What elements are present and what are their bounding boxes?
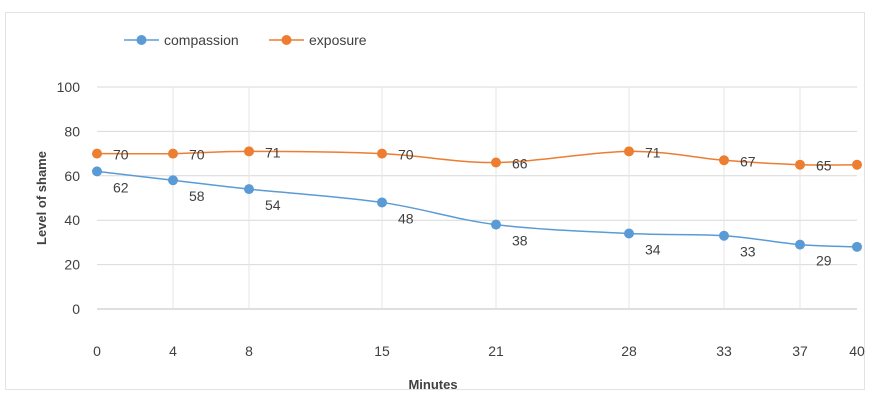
- data-label-exposure: 71: [265, 144, 281, 160]
- data-point-exposure: [92, 148, 102, 159]
- legend-marker-compassion: [136, 35, 147, 45]
- data-point-compassion: [92, 166, 102, 177]
- data-label-exposure: 70: [398, 147, 414, 163]
- series-layer: [92, 146, 862, 252]
- x-axis-ticks: 0 4 8 15 21 28 33 37 40: [93, 343, 865, 359]
- data-point-compassion: [244, 184, 254, 195]
- data-point-compassion: [377, 197, 387, 208]
- data-label-exposure: 65: [816, 158, 832, 174]
- series-line-compassion: [96, 170, 858, 248]
- data-label-exposure: 71: [645, 144, 661, 160]
- data-label-compassion: 34: [645, 242, 661, 258]
- legend: compassion exposure: [124, 32, 367, 48]
- legend-label-exposure: exposure: [309, 32, 367, 48]
- x-tick-label: 21: [488, 343, 504, 359]
- data-point-exposure: [377, 148, 387, 159]
- data-point-exposure: [852, 159, 862, 170]
- data-point-exposure: [719, 155, 729, 166]
- legend-marker-exposure: [281, 35, 292, 45]
- chart-frame: [5, 12, 865, 390]
- data-point-compassion: [852, 241, 862, 252]
- x-tick-label: 37: [792, 343, 808, 359]
- data-point-exposure: [244, 146, 254, 157]
- gridlines: [97, 86, 857, 310]
- data-point-compassion: [491, 219, 501, 230]
- data-label-exposure: 70: [113, 147, 129, 163]
- data-label-compassion: 29: [816, 253, 832, 269]
- data-labels: 625854483834332928707071706671676565: [113, 144, 832, 269]
- x-tick-label: 8: [245, 343, 253, 359]
- data-label-compassion: 58: [189, 188, 205, 204]
- data-point-exposure: [168, 148, 178, 159]
- data-label-exposure: 67: [740, 153, 756, 169]
- y-tick-label: 0: [72, 301, 80, 317]
- x-tick-label: 15: [374, 343, 390, 359]
- data-point-exposure: [795, 159, 805, 170]
- y-axis-title: Level of shame: [34, 151, 49, 245]
- data-point-exposure: [624, 146, 634, 157]
- x-tick-label: 33: [716, 343, 732, 359]
- x-tick-label: 4: [169, 343, 177, 359]
- legend-label-compassion: compassion: [164, 32, 239, 48]
- y-tick-label: 40: [64, 212, 80, 228]
- y-tick-label: 80: [64, 123, 80, 139]
- y-tick-label: 100: [57, 79, 81, 95]
- data-label-compassion: 48: [398, 210, 414, 226]
- y-axis-ticks: 0 20 40 60 80 100: [57, 79, 81, 317]
- data-point-compassion: [795, 239, 805, 250]
- data-label-compassion: 38: [512, 233, 528, 249]
- x-tick-label: 0: [93, 343, 101, 359]
- data-label-compassion: 33: [740, 244, 756, 260]
- data-label-exposure: 66: [512, 155, 528, 171]
- data-point-compassion: [624, 228, 634, 239]
- y-tick-label: 60: [64, 168, 80, 184]
- data-point-compassion: [719, 230, 729, 241]
- x-axis-title: Minutes: [408, 377, 457, 392]
- data-label-compassion: 54: [265, 197, 281, 213]
- data-point-compassion: [168, 175, 178, 186]
- data-label-exposure: 70: [189, 147, 205, 163]
- data-label-compassion: 62: [113, 179, 129, 195]
- y-tick-label: 20: [64, 257, 80, 273]
- x-tick-label: 28: [621, 343, 637, 359]
- data-point-exposure: [491, 157, 501, 168]
- x-tick-label: 40: [849, 343, 865, 359]
